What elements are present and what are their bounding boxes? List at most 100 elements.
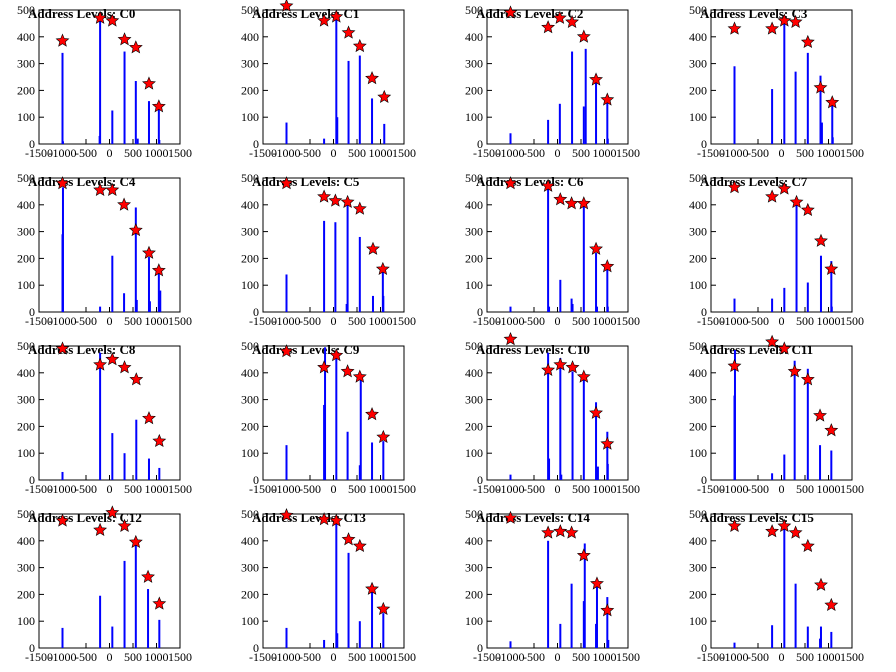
x-tick-label: 0 bbox=[331, 146, 337, 160]
star-marker bbox=[765, 189, 780, 203]
bar bbox=[571, 51, 574, 144]
x-tick-label: -1500 bbox=[25, 482, 53, 496]
star-marker bbox=[317, 189, 332, 203]
bar bbox=[98, 135, 101, 144]
bar bbox=[285, 445, 288, 480]
star-marker bbox=[329, 9, 344, 23]
chart-title: Address Levels: C8 bbox=[28, 342, 136, 357]
bar bbox=[583, 543, 586, 648]
x-tick-label: 1000 bbox=[145, 146, 169, 160]
y-tick-label: 0 bbox=[29, 473, 35, 487]
star-marker bbox=[376, 601, 391, 616]
star-marker bbox=[576, 548, 591, 562]
y-tick-label: 100 bbox=[465, 278, 483, 292]
bar bbox=[771, 473, 774, 480]
y-tick-label: 100 bbox=[465, 614, 483, 628]
bar bbox=[382, 295, 385, 312]
y-tick-label: 400 bbox=[689, 198, 707, 212]
x-tick-label: -500 bbox=[747, 482, 769, 496]
bar bbox=[123, 51, 126, 144]
bar bbox=[582, 374, 585, 480]
y-tick-label: 200 bbox=[689, 587, 707, 601]
bar bbox=[158, 619, 161, 648]
bar bbox=[606, 431, 609, 480]
x-tick-label: 500 bbox=[796, 482, 814, 496]
bar bbox=[509, 641, 512, 648]
chart-title: Address Levels: C0 bbox=[28, 6, 135, 21]
bar bbox=[509, 306, 512, 312]
chart-svg: Address Levels: C60100200300400500-1500-… bbox=[465, 171, 640, 328]
chart-title: Address Levels: C13 bbox=[252, 510, 366, 525]
chart-title: Address Levels: C14 bbox=[476, 510, 590, 525]
y-tick-label: 200 bbox=[465, 419, 483, 433]
bar bbox=[61, 52, 64, 144]
chart-svg: Address Levels: C15 0 100 200 300 400 500 -1500… bbox=[689, 507, 864, 664]
star-marker bbox=[727, 518, 742, 532]
chart-panel-12: Address Levels: C12 0 100 200 300 400 500 -1500… bbox=[0, 504, 224, 672]
bar bbox=[111, 255, 114, 312]
y-tick-label: 100 bbox=[17, 446, 35, 460]
bar bbox=[582, 204, 585, 312]
bar bbox=[606, 306, 609, 312]
star-marker bbox=[590, 576, 604, 590]
y-tick-label: 300 bbox=[17, 561, 35, 575]
x-tick-label: -1500 bbox=[25, 650, 53, 664]
bar bbox=[560, 474, 563, 480]
x-tick-label: 1500 bbox=[840, 146, 864, 160]
bar bbox=[584, 48, 587, 144]
y-tick-label: 100 bbox=[241, 110, 259, 124]
y-tick-label: 300 bbox=[689, 57, 707, 71]
star-marker bbox=[117, 32, 132, 46]
bar bbox=[99, 352, 102, 480]
star-marker bbox=[341, 25, 356, 39]
chart-panel-11: Address Levels: C11 0 100 200 300 400 500 -1500… bbox=[672, 334, 896, 504]
x-tick-label: -500 bbox=[747, 146, 769, 160]
x-tick-label: -1500 bbox=[697, 650, 725, 664]
star-marker bbox=[93, 357, 108, 371]
y-tick-label: 100 bbox=[17, 614, 35, 628]
bar bbox=[285, 627, 288, 648]
star-marker bbox=[352, 369, 367, 383]
bar bbox=[371, 442, 374, 480]
chart-title: Address Levels: C6 bbox=[476, 174, 584, 189]
y-tick-label: 400 bbox=[465, 30, 483, 44]
chart-panel-6: Address Levels: C6 0 100 200 300 400 500 -1500-… bbox=[448, 168, 672, 336]
x-tick-label: 500 bbox=[796, 314, 814, 328]
chart-title: Address Levels: C2 bbox=[476, 6, 583, 21]
x-tick-label: 1500 bbox=[616, 146, 640, 160]
star-marker bbox=[317, 13, 332, 27]
x-tick-label: 500 bbox=[796, 146, 814, 160]
y-tick-label: 500 bbox=[465, 3, 483, 17]
y-tick-label: 0 bbox=[701, 641, 707, 655]
bar bbox=[606, 138, 609, 144]
y-tick-label: 200 bbox=[241, 83, 259, 97]
bar bbox=[134, 207, 137, 312]
bar bbox=[806, 52, 809, 144]
bar bbox=[595, 583, 598, 648]
y-tick-label: 400 bbox=[689, 366, 707, 380]
bar bbox=[831, 137, 834, 144]
x-tick-label: -1500 bbox=[473, 314, 501, 328]
y-tick-label: 300 bbox=[465, 225, 483, 239]
x-tick-label: -500 bbox=[75, 650, 97, 664]
star-marker bbox=[128, 222, 143, 237]
x-tick-label: -1500 bbox=[473, 146, 501, 160]
y-tick-label: 0 bbox=[701, 305, 707, 319]
star-marker bbox=[814, 577, 828, 591]
bar bbox=[381, 269, 384, 312]
x-tick-label: 500 bbox=[124, 146, 142, 160]
star-marker bbox=[564, 525, 579, 539]
chart-title: Address Levels: C7 bbox=[700, 174, 808, 189]
chart-title: Address Levels: C10 bbox=[476, 342, 590, 357]
bar bbox=[806, 282, 809, 312]
y-tick-label: 100 bbox=[689, 278, 707, 292]
y-tick-label: 0 bbox=[253, 137, 259, 151]
star-marker bbox=[541, 20, 556, 34]
y-tick-label: 500 bbox=[241, 3, 259, 17]
y-tick-label: 400 bbox=[465, 198, 483, 212]
bar bbox=[559, 623, 562, 648]
x-tick-label: -1500 bbox=[249, 314, 277, 328]
x-tick-label: 1000 bbox=[817, 650, 841, 664]
y-tick-label: 300 bbox=[241, 561, 259, 575]
bar bbox=[335, 356, 338, 480]
